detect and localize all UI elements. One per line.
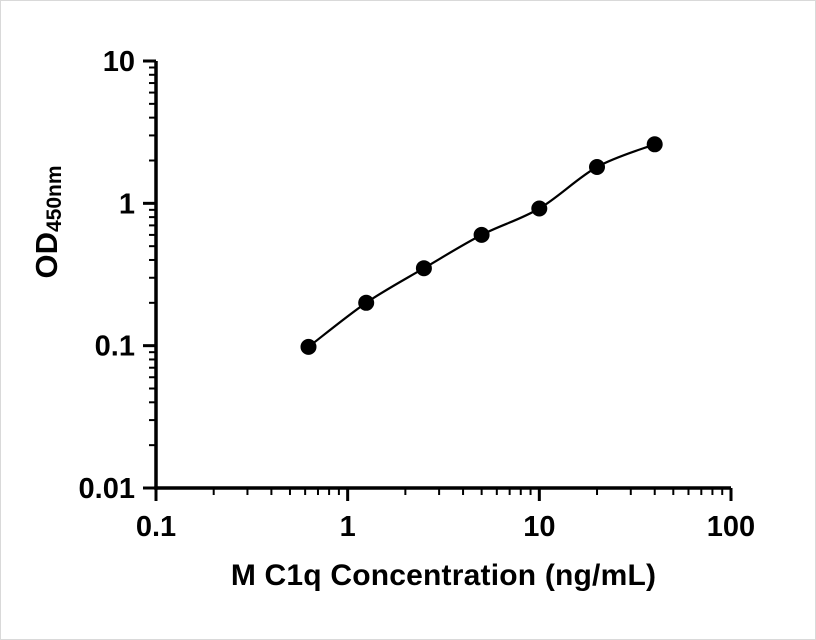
- data-point: [589, 159, 605, 175]
- data-point: [300, 338, 317, 355]
- fit-curve: [307, 143, 656, 348]
- y-tick-label: 0.01: [79, 473, 135, 505]
- data-point: [415, 260, 432, 277]
- data-point: [358, 294, 375, 311]
- data-point: [646, 136, 663, 153]
- x-tick-label: 0.1: [136, 511, 176, 543]
- x-tick-label: 1: [340, 511, 356, 543]
- y-tick-label: 1: [119, 188, 135, 220]
- y-tick-label: 0.1: [95, 331, 135, 363]
- x-tick-label: 10: [523, 511, 555, 543]
- data-point: [531, 200, 548, 217]
- y-axis-title-subscript: 450nm: [43, 165, 66, 233]
- x-axis-title: M C1q Concentration (ng/mL): [230, 559, 657, 592]
- y-axis-title-main: OD: [29, 232, 64, 279]
- y-axis-title: OD450nm: [29, 165, 67, 278]
- y-tick-label: 10: [103, 46, 135, 78]
- x-tick-label: 100: [707, 511, 755, 543]
- data-point: [473, 226, 490, 243]
